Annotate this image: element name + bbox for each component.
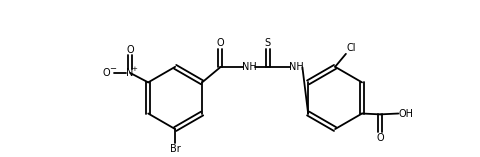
Text: O: O xyxy=(103,68,110,78)
Text: NH: NH xyxy=(289,62,304,72)
Text: NH: NH xyxy=(242,62,257,72)
Text: −: − xyxy=(109,64,116,73)
Text: Cl: Cl xyxy=(347,43,356,53)
Text: N: N xyxy=(126,68,134,78)
Text: OH: OH xyxy=(398,108,414,119)
Text: Br: Br xyxy=(170,144,180,154)
Text: O: O xyxy=(216,38,224,48)
Text: O: O xyxy=(126,45,134,54)
Text: O: O xyxy=(376,133,384,143)
Text: +: + xyxy=(131,66,137,72)
Text: S: S xyxy=(265,38,271,48)
